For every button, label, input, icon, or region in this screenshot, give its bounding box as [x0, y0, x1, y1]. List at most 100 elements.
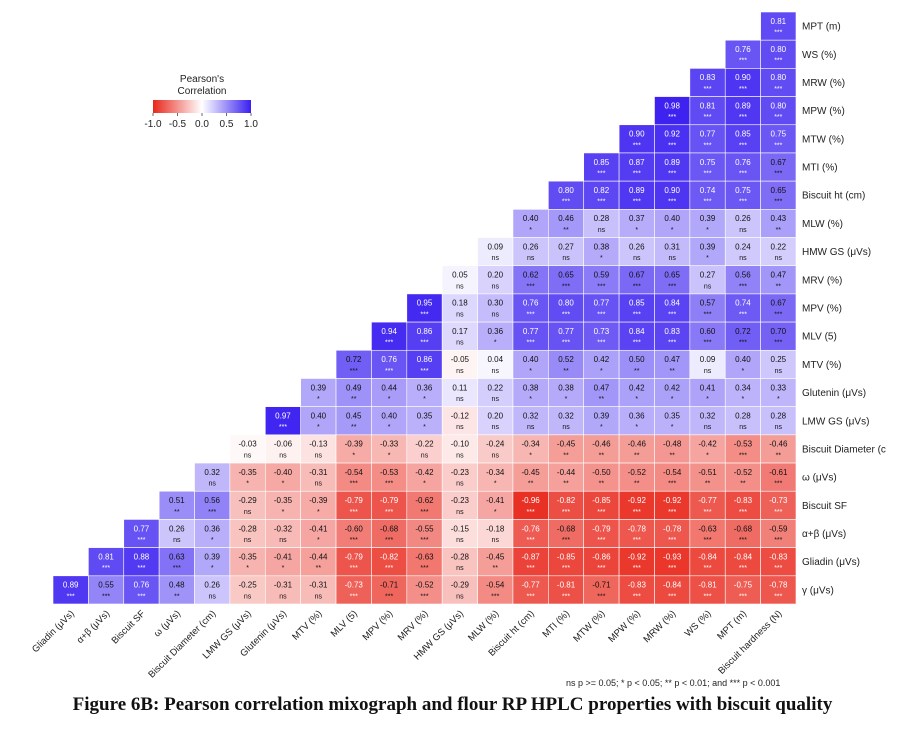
- heatmap-cell: 0.40 *: [512, 349, 549, 379]
- cell-significance: ***: [279, 424, 287, 431]
- row-label: MTW (%): [802, 134, 844, 145]
- cell-value: -0.82: [557, 496, 576, 505]
- heatmap-cell: -0.35 *: [229, 462, 266, 492]
- cell-value: -0.45: [557, 440, 576, 449]
- cell-significance: **: [599, 481, 605, 488]
- cell-value: 0.17: [452, 327, 468, 336]
- heatmap-cell: 0.77 ***: [123, 519, 160, 548]
- heatmap-cell: 0.60 ***: [689, 321, 726, 351]
- cell-value: -0.92: [628, 552, 647, 561]
- cell-value: 0.09: [700, 355, 716, 364]
- heatmap-cell: -0.44 **: [300, 547, 337, 577]
- cell-rect: [264, 547, 301, 577]
- cell-rect: [512, 293, 549, 323]
- cell-value: -0.84: [698, 552, 717, 561]
- legend-colorbar: [153, 100, 251, 113]
- heatmap-cell: -0.48 **: [654, 434, 691, 464]
- cell-value: -0.79: [345, 552, 364, 561]
- cell-value: -0.68: [380, 524, 399, 533]
- column-label: WS (%): [683, 608, 714, 639]
- cell-rect: [760, 519, 797, 548]
- cell-significance: ***: [703, 537, 711, 544]
- legend-tick-label: 0.0: [195, 119, 209, 130]
- cell-significance: ns: [775, 255, 783, 262]
- cell-significance: *: [423, 424, 426, 431]
- cell-significance: ns: [456, 509, 464, 516]
- cell-significance: ***: [562, 565, 570, 572]
- cell-rect: [548, 378, 585, 407]
- heatmap-cell: 0.39 *: [194, 547, 231, 577]
- heatmap-cell: -0.62 ***: [406, 490, 443, 520]
- cell-value: -0.40: [274, 468, 293, 477]
- column-label: MPT (m): [715, 608, 749, 642]
- cell-significance: *: [317, 537, 320, 544]
- cell-value: 0.36: [204, 524, 220, 533]
- heatmap-cell: -0.85 ***: [548, 547, 585, 577]
- legend: Pearson's Correlation -1.0 -0.5 0.0 0.5 1.0: [144, 74, 258, 130]
- heatmap-cell: -0.23 ns: [441, 490, 478, 520]
- cell-value: -0.46: [628, 440, 647, 449]
- cell-value: 0.76: [381, 355, 397, 364]
- cell-significance: ns: [456, 396, 464, 403]
- heatmap-cell: 0.39 *: [300, 378, 337, 407]
- heatmap-cell: -0.41 *: [300, 519, 337, 548]
- cell-rect: [724, 180, 761, 210]
- cell-significance: *: [246, 565, 249, 572]
- cell-value: -0.68: [557, 524, 576, 533]
- cell-value: 0.90: [735, 73, 751, 82]
- cell-significance: ***: [739, 509, 747, 516]
- heatmap-cell: -0.75 ***: [724, 575, 761, 605]
- heatmap-cell: -0.46 **: [618, 434, 655, 464]
- heatmap-cell: 0.38 *: [512, 378, 549, 407]
- cell-value: 0.63: [169, 552, 185, 561]
- cell-significance: ***: [633, 142, 641, 149]
- cell-rect: [300, 575, 337, 605]
- heatmap-cell: -0.85 ***: [583, 490, 620, 520]
- cell-rect: [583, 237, 620, 267]
- heatmap-cell: -0.83 ***: [760, 547, 797, 577]
- cell-significance: ***: [703, 142, 711, 149]
- significance-footnote: ns p >= 0.05; * p < 0.05; ** p < 0.01; a…: [566, 678, 781, 688]
- cell-value: -0.42: [415, 468, 434, 477]
- cell-significance: *: [352, 452, 355, 459]
- heatmap-cell: 0.27 ns: [689, 265, 726, 295]
- cell-value: -0.85: [557, 552, 576, 561]
- cell-value: -0.71: [380, 581, 399, 590]
- cell-value: 0.20: [487, 271, 503, 280]
- cell-significance: ***: [739, 565, 747, 572]
- cell-rect: [724, 96, 761, 126]
- cell-significance: ***: [668, 481, 676, 488]
- figure-caption: Figure 6B: Pearson correlation mixograph…: [72, 694, 833, 715]
- heatmap-cell: -0.31 ns: [300, 462, 337, 492]
- cell-significance: ***: [668, 565, 676, 572]
- cell-significance: ***: [703, 593, 711, 600]
- cell-value: 0.26: [169, 524, 185, 533]
- cell-rect: [689, 547, 726, 577]
- cell-significance: ***: [597, 171, 605, 178]
- cell-value: -0.68: [734, 524, 753, 533]
- column-label: ω (μVs): [152, 608, 183, 639]
- cell-significance: ns: [492, 396, 500, 403]
- cell-value: 0.47: [664, 355, 680, 364]
- correlation-heatmap: 0.81***0.76***0.80***0.83***0.90***0.80*…: [30, 11, 886, 680]
- cell-significance: *: [317, 509, 320, 516]
- row-label: WS (%): [802, 50, 836, 61]
- cell-rect: [477, 293, 514, 323]
- cell-significance: ns: [244, 593, 252, 600]
- heatmap-cell: -0.34 *: [477, 462, 514, 492]
- cell-significance: ***: [597, 537, 605, 544]
- cell-value: -0.83: [769, 552, 788, 561]
- cell-value: -0.84: [663, 581, 682, 590]
- cell-value: -0.84: [734, 552, 753, 561]
- cell-value: 0.81: [98, 552, 114, 561]
- cell-value: 0.65: [558, 271, 574, 280]
- heatmap-cell: -0.50 **: [583, 462, 620, 492]
- cell-value: -0.83: [734, 496, 753, 505]
- cell-rect: [724, 237, 761, 267]
- heatmap-cell: 0.36 *: [477, 321, 514, 351]
- cell-significance: *: [777, 396, 780, 403]
- cell-value: 0.81: [700, 101, 716, 110]
- heatmap-cell: -0.83 ***: [618, 575, 655, 605]
- heatmap-cell: 0.81 ***: [689, 96, 726, 126]
- cell-significance: ns: [279, 593, 287, 600]
